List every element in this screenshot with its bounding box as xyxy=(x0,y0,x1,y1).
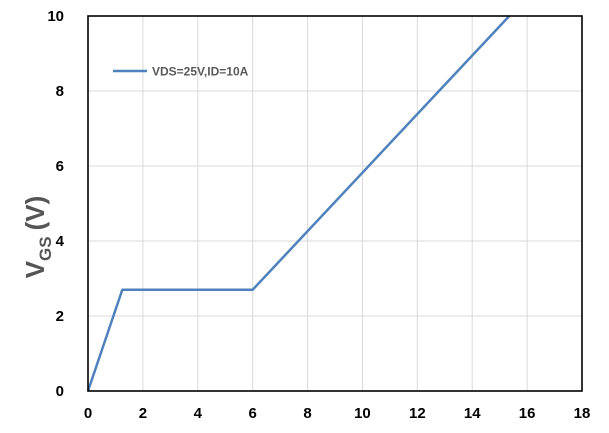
y-tick-label: 2 xyxy=(56,308,64,325)
x-tick-label: 2 xyxy=(139,405,147,422)
legend: VDS=25V,ID=10A xyxy=(113,65,249,79)
legend-label: VDS=25V,ID=10A xyxy=(152,65,249,79)
series-line xyxy=(86,15,511,392)
y-axis-label-main: V xyxy=(20,260,50,278)
plot-frame xyxy=(87,15,583,392)
y-axis-label-unit: (V) xyxy=(20,196,50,231)
y-axis-label: VGS (V) xyxy=(20,196,55,279)
x-tick-label: 8 xyxy=(303,405,311,422)
x-tick-label: 16 xyxy=(519,405,536,422)
y-tick-label: 6 xyxy=(56,158,64,175)
y-tick-label: 10 xyxy=(47,8,64,25)
x-tick-label: 4 xyxy=(194,405,203,422)
x-tick-label: 0 xyxy=(84,405,92,422)
series-layer xyxy=(86,15,511,392)
y-tick-label: 0 xyxy=(56,383,64,400)
x-tick-label: 10 xyxy=(354,405,371,422)
x-tick-label: 6 xyxy=(248,405,256,422)
y-axis-ticks: 0 2 4 6 8 10 xyxy=(47,8,64,400)
grid xyxy=(88,16,582,391)
x-tick-label: 14 xyxy=(464,405,481,422)
x-tick-label: 18 xyxy=(574,405,591,422)
x-tick-label: 12 xyxy=(409,405,426,422)
x-axis-ticks: 0 2 4 6 8 10 12 14 16 18 xyxy=(84,405,591,422)
y-tick-label: 8 xyxy=(56,83,64,100)
y-axis-label-subscript: GS xyxy=(36,236,55,261)
y-tick-label: 4 xyxy=(56,233,65,250)
